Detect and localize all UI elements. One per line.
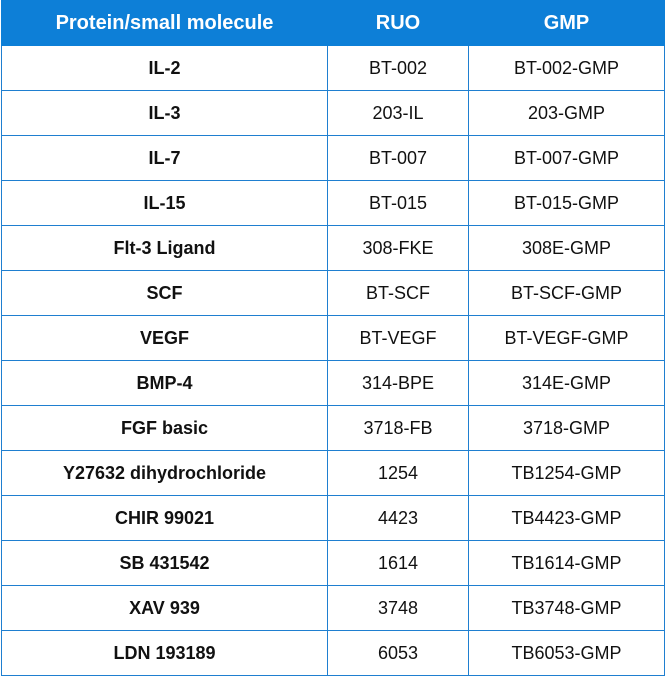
table-row: SB 431542 1614 TB1614-GMP (1, 540, 665, 586)
ruo-code: BT-SCF (327, 270, 469, 316)
ruo-code: 203-IL (327, 90, 469, 136)
ruo-code: BT-VEGF (327, 315, 469, 361)
gmp-code: BT-015-GMP (468, 180, 665, 226)
ruo-code: 4423 (327, 495, 469, 541)
column-header-ruo: RUO (327, 0, 469, 46)
protein-name: BMP-4 (1, 360, 328, 406)
column-header-protein: Protein/small molecule (1, 0, 328, 46)
gmp-code: BT-SCF-GMP (468, 270, 665, 316)
column-header-gmp: GMP (468, 0, 665, 46)
protein-name: Y27632 dihydrochloride (1, 450, 328, 496)
table-row: VEGF BT-VEGF BT-VEGF-GMP (1, 315, 665, 361)
gmp-code: 314E-GMP (468, 360, 665, 406)
table-row: IL-2 BT-002 BT-002-GMP (1, 45, 665, 91)
table-row: FGF basic 3718-FB 3718-GMP (1, 405, 665, 451)
gmp-code: BT-002-GMP (468, 45, 665, 91)
table-row: IL-15 BT-015 BT-015-GMP (1, 180, 665, 226)
protein-name: SCF (1, 270, 328, 316)
gmp-code: BT-VEGF-GMP (468, 315, 665, 361)
gmp-code: 203-GMP (468, 90, 665, 136)
ruo-code: 314-BPE (327, 360, 469, 406)
header-row: Protein/small molecule RUO GMP (1, 0, 665, 46)
protein-name: VEGF (1, 315, 328, 361)
ruo-code: 3748 (327, 585, 469, 631)
table-row: Y27632 dihydrochloride 1254 TB1254-GMP (1, 450, 665, 496)
protein-name: IL-15 (1, 180, 328, 226)
table-row: XAV 939 3748 TB3748-GMP (1, 585, 665, 631)
table-row: LDN 193189 6053 TB6053-GMP (1, 630, 665, 676)
gmp-code: 308E-GMP (468, 225, 665, 271)
gmp-code: TB4423-GMP (468, 495, 665, 541)
gmp-code: 3718-GMP (468, 405, 665, 451)
gmp-code: TB1254-GMP (468, 450, 665, 496)
ruo-code: 3718-FB (327, 405, 469, 451)
gmp-code: TB6053-GMP (468, 630, 665, 676)
table-row: CHIR 99021 4423 TB4423-GMP (1, 495, 665, 541)
protein-name: Flt-3 Ligand (1, 225, 328, 271)
table-row: BMP-4 314-BPE 314E-GMP (1, 360, 665, 406)
table-row: IL-3 203-IL 203-GMP (1, 90, 665, 136)
ruo-code: 6053 (327, 630, 469, 676)
protein-name: IL-7 (1, 135, 328, 181)
protein-name: IL-2 (1, 45, 328, 91)
gmp-code: TB1614-GMP (468, 540, 665, 586)
table-body: IL-2 BT-002 BT-002-GMP IL-3 203-IL 203-G… (1, 45, 665, 676)
table-row: SCF BT-SCF BT-SCF-GMP (1, 270, 665, 316)
ruo-code: BT-007 (327, 135, 469, 181)
protein-name: XAV 939 (1, 585, 328, 631)
ruo-code: 308-FKE (327, 225, 469, 271)
protein-name: FGF basic (1, 405, 328, 451)
protein-name: CHIR 99021 (1, 495, 328, 541)
ruo-code: 1254 (327, 450, 469, 496)
table-row: Flt-3 Ligand 308-FKE 308E-GMP (1, 225, 665, 271)
protein-name: LDN 193189 (1, 630, 328, 676)
ruo-code: BT-015 (327, 180, 469, 226)
gmp-code: TB3748-GMP (468, 585, 665, 631)
table-header: Protein/small molecule RUO GMP (1, 0, 665, 46)
protein-name: SB 431542 (1, 540, 328, 586)
ruo-code: 1614 (327, 540, 469, 586)
table-row: IL-7 BT-007 BT-007-GMP (1, 135, 665, 181)
protein-name: IL-3 (1, 90, 328, 136)
gmp-code: BT-007-GMP (468, 135, 665, 181)
ruo-code: BT-002 (327, 45, 469, 91)
